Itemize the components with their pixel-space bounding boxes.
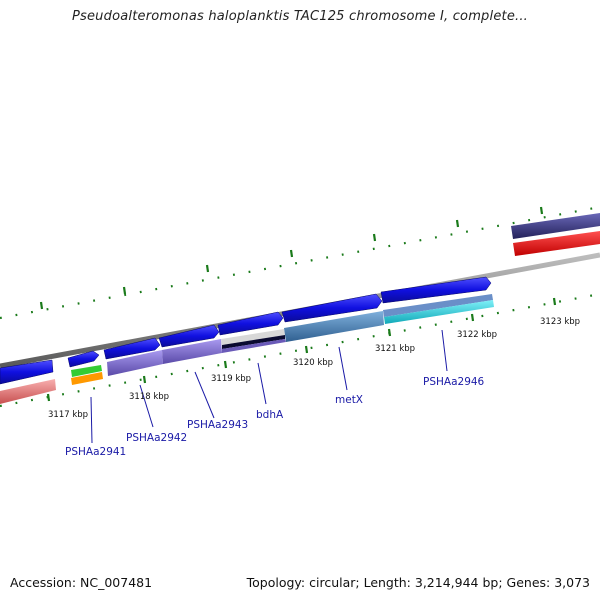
tick-label-3118: 3118 kbp	[129, 392, 169, 402]
gene-label-metX[interactable]: metX	[335, 394, 363, 406]
tick-label-3123: 3123 kbp	[540, 317, 580, 327]
feature-steelblue[interactable]	[284, 311, 384, 342]
tick-label-3122: 3122 kbp	[457, 330, 497, 340]
cds-PSHAa2943[interactable]	[158, 324, 220, 348]
cds-bdhA[interactable]	[217, 311, 284, 336]
gene-label-bdhA[interactable]: bdhA	[256, 409, 284, 421]
cds-PSHAa2941[interactable]	[67, 350, 100, 368]
feature-steelblue-2[interactable]	[383, 294, 493, 317]
feature-orange[interactable]	[71, 372, 103, 385]
feature-purple-3[interactable]	[222, 339, 286, 353]
feature-navy[interactable]	[511, 213, 600, 239]
gc-track-upper	[0, 205, 600, 320]
tick-label-3119: 3119 kbp	[211, 374, 251, 384]
tick-label-3121: 3121 kbp	[375, 344, 415, 354]
cds-PSHAa2942[interactable]	[103, 337, 161, 360]
cds-PSHAa2946[interactable]	[380, 276, 492, 304]
tick-label-3120: 3120 kbp	[293, 358, 333, 368]
gc-track-upper-major-ticks	[39, 206, 544, 310]
feature-green[interactable]	[71, 365, 102, 377]
feature-red[interactable]	[513, 231, 600, 256]
map-title: Pseudoalteromonas haloplanktis TAC125 ch…	[71, 9, 529, 24]
cds-partial-left[interactable]	[0, 359, 54, 385]
cds-metX[interactable]	[281, 293, 383, 323]
gene-label-PSHAa2941[interactable]: PSHAa2941	[65, 446, 126, 458]
gene-labels[interactable]: PSHAa2941 PSHAa2942 PSHAa2943 bdhA metX …	[65, 376, 485, 458]
gene-label-PSHAa2946[interactable]: PSHAa2946	[423, 376, 485, 388]
feature-purple-1[interactable]	[107, 350, 163, 376]
gene-label-PSHAa2943[interactable]: PSHAa2943	[187, 419, 248, 431]
feature-cyan[interactable]	[384, 300, 494, 324]
feature-purple-2[interactable]	[162, 339, 222, 364]
gene-leader-lines	[90, 329, 448, 444]
tick-labels: 3117 kbp 3118 kbp 3119 kbp 3120 kbp 3121…	[48, 317, 580, 420]
feature-band-track	[71, 294, 494, 385]
feature-grey[interactable]	[221, 329, 285, 345]
tick-label-3117: 3117 kbp	[48, 410, 88, 420]
gc-track-lower-major-ticks	[46, 297, 557, 402]
forward-cds-track	[67, 276, 492, 368]
feature-black[interactable]	[222, 335, 285, 349]
accession-text: Accession: NC_007481	[10, 575, 153, 590]
genome-stats-text: Topology: circular; Length: 3,214,944 bp…	[246, 575, 590, 590]
gene-label-PSHAa2942[interactable]: PSHAa2942	[126, 432, 187, 444]
feature-pink[interactable]	[0, 379, 56, 404]
